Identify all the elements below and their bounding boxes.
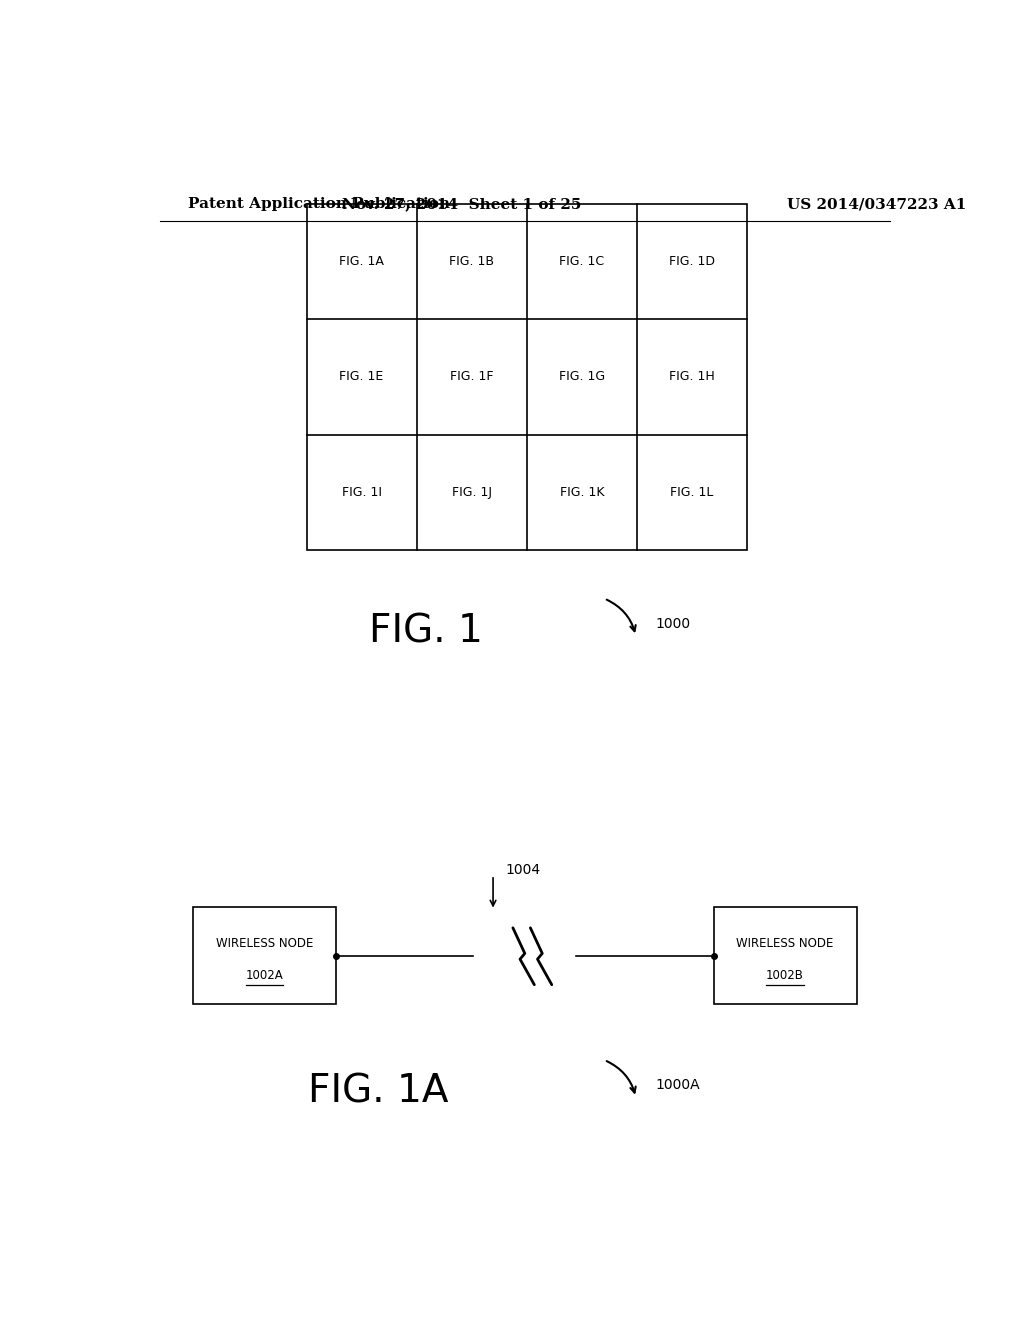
Bar	[306, 205, 748, 549]
Text: US 2014/0347223 A1: US 2014/0347223 A1	[786, 197, 966, 211]
Text: FIG. 1F: FIG. 1F	[450, 371, 494, 383]
Text: 1000A: 1000A	[655, 1078, 700, 1093]
Text: FIG. 1A: FIG. 1A	[339, 255, 384, 268]
Text: FIG. 1A: FIG. 1A	[308, 1072, 449, 1110]
Text: Patent Application Publication: Patent Application Publication	[187, 197, 450, 211]
Text: FIG. 1D: FIG. 1D	[669, 255, 715, 268]
Text: 1002A: 1002A	[246, 969, 284, 982]
Text: WIRELESS NODE: WIRELESS NODE	[736, 937, 834, 949]
Text: FIG. 1C: FIG. 1C	[559, 255, 604, 268]
Text: FIG. 1H: FIG. 1H	[669, 371, 715, 383]
Text: 1000: 1000	[655, 616, 691, 631]
Text: 1002B: 1002B	[766, 969, 804, 982]
Text: FIG. 1: FIG. 1	[369, 612, 482, 649]
Text: FIG. 1E: FIG. 1E	[340, 371, 384, 383]
Text: FIG. 1G: FIG. 1G	[559, 371, 605, 383]
Bar	[714, 907, 856, 1005]
Text: WIRELESS NODE: WIRELESS NODE	[216, 937, 313, 949]
Text: FIG. 1L: FIG. 1L	[671, 486, 714, 499]
Text: FIG. 1J: FIG. 1J	[452, 486, 492, 499]
Text: FIG. 1K: FIG. 1K	[559, 486, 604, 499]
Text: 1004: 1004	[505, 863, 540, 876]
Text: Nov. 27, 2014  Sheet 1 of 25: Nov. 27, 2014 Sheet 1 of 25	[342, 197, 581, 211]
Text: FIG. 1I: FIG. 1I	[342, 486, 382, 499]
Bar	[194, 907, 336, 1005]
Text: FIG. 1B: FIG. 1B	[450, 255, 495, 268]
